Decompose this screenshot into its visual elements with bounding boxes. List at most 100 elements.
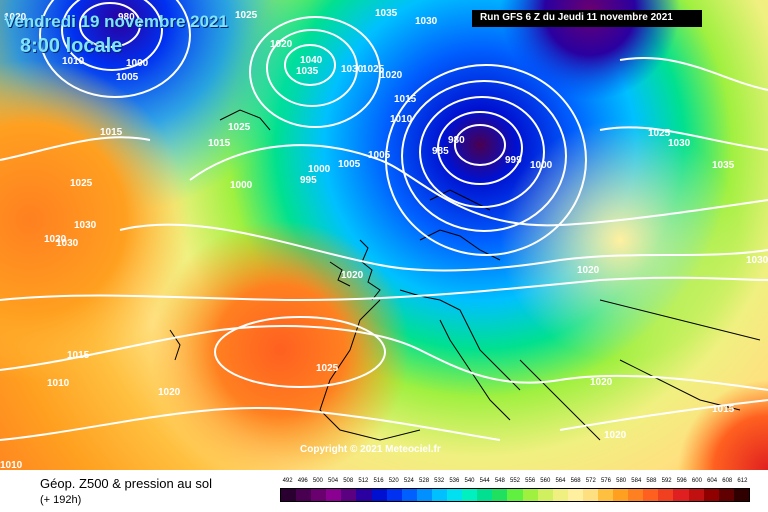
legend-tick-label: 576 <box>600 478 611 484</box>
legend-tick-label: 516 <box>373 478 384 484</box>
legend-tick-label: 592 <box>661 478 672 484</box>
pressure-label: 1020 <box>158 387 181 398</box>
legend-swatch <box>613 489 629 501</box>
legend-tick-label: 528 <box>419 478 430 484</box>
pressure-label: 1040 <box>300 55 323 66</box>
pressure-label: 999 <box>505 155 522 166</box>
pressure-label: 1015 <box>712 404 735 415</box>
legend-swatch <box>522 489 538 501</box>
pressure-label: 1025 <box>362 64 385 75</box>
pressure-label: 1010 <box>47 378 70 389</box>
pressure-label: 995 <box>300 175 317 186</box>
legend-tick-label: 572 <box>585 478 596 484</box>
pressure-label: 1030 <box>746 255 768 266</box>
legend-ticks: 492 496 500 504 508 512 516 520 524 528 532 536 540 5… <box>280 478 750 488</box>
legend-tick-label: 512 <box>358 478 369 484</box>
pressure-label: 1000 <box>530 160 553 171</box>
legend-tick-label: 520 <box>388 478 399 484</box>
legend-swatch <box>386 489 402 501</box>
pressure-label: 1025 <box>648 128 671 139</box>
pressure-label: 1025 <box>316 363 339 374</box>
pressure-label: 1030 <box>415 16 438 27</box>
pressure-label: 1020 <box>4 12 27 23</box>
pressure-label: 985 <box>432 146 449 157</box>
pressure-label: 1005 <box>116 72 139 83</box>
legend-swatch <box>643 489 659 501</box>
pressure-label: 1025 <box>235 10 258 21</box>
pressure-label: 1010 <box>390 114 413 125</box>
legend-swatch <box>356 489 372 501</box>
pressure-label: 1030 <box>341 64 364 75</box>
legend-tick-label: 548 <box>494 478 505 484</box>
pressure-label: 1020 <box>270 39 293 50</box>
pressure-label: 1015 <box>394 94 417 105</box>
legend-tick-label: 612 <box>737 478 748 484</box>
legend-swatch <box>733 489 749 501</box>
pressure-label: 1020 <box>44 234 67 245</box>
pressure-label: 1025 <box>70 178 93 189</box>
legend-swatch <box>371 489 387 501</box>
pressure-label: 1030 <box>74 220 97 231</box>
pressure-label: 1020 <box>577 265 600 276</box>
legend-swatch <box>416 489 432 501</box>
pressure-labels: 1020 980 1025 1035 1030 1010 1000 1005 1… <box>0 8 768 470</box>
run-banner <box>472 10 702 27</box>
legend-tick-label: 544 <box>479 478 490 484</box>
legend-swatch <box>628 489 644 501</box>
legend-swatch <box>582 489 598 501</box>
legend-tick-label: 532 <box>434 478 445 484</box>
pressure-label: 1015 <box>67 350 90 361</box>
legend-tick-label: 596 <box>676 478 687 484</box>
pressure-label: 1000 <box>230 180 253 191</box>
legend-swatch <box>567 489 583 501</box>
legend-swatch <box>703 489 719 501</box>
legend-swatch <box>718 489 734 501</box>
legend-tick-label: 564 <box>555 478 566 484</box>
legend-tick-label: 580 <box>616 478 627 484</box>
legend-swatch <box>341 489 357 501</box>
legend-tick-label: 500 <box>312 478 323 484</box>
pressure-label: 1000 <box>308 164 331 175</box>
legend-tick-label: 536 <box>449 478 460 484</box>
legend-tick-label: 584 <box>631 478 642 484</box>
valid-time: 8:00 locale <box>20 35 123 57</box>
pressure-label: 1015 <box>100 127 123 138</box>
legend-swatch <box>281 489 297 501</box>
legend-tick-label: 560 <box>540 478 551 484</box>
legend-swatch <box>658 489 674 501</box>
legend-bar <box>280 488 750 502</box>
pressure-label: 1010 <box>62 56 85 67</box>
legend-tick-label: 608 <box>722 478 733 484</box>
pressure-label: 1005 <box>338 159 361 170</box>
legend-swatch <box>326 489 342 501</box>
legend-tick-label: 524 <box>403 478 414 484</box>
pressure-label: 1020 <box>341 270 364 281</box>
pressure-label: 1030 <box>668 138 691 149</box>
pressure-label: 1035 <box>296 66 319 77</box>
pressure-label: 1020 <box>604 430 627 441</box>
legend-tick-label: 588 <box>646 478 657 484</box>
legend-swatch <box>673 489 689 501</box>
pressure-label: 1020 <box>590 377 613 388</box>
legend-tick-label: 568 <box>570 478 581 484</box>
isobars <box>0 0 768 440</box>
legend-tick-label: 600 <box>691 478 702 484</box>
legend-swatch <box>477 489 493 501</box>
legend-swatch <box>462 489 478 501</box>
legend-tick-label: 504 <box>328 478 339 484</box>
legend-swatch <box>447 489 463 501</box>
legend-tick-label: 604 <box>707 478 718 484</box>
legend-tick-label: 556 <box>525 478 536 484</box>
legend-swatch <box>688 489 704 501</box>
footer: Géop. Z500 & pression au sol (+ 192h) 49… <box>0 470 768 512</box>
legend-tick-label: 508 <box>343 478 354 484</box>
legend-tick-label: 552 <box>509 478 521 484</box>
run-label: Run GFS 6 Z du Jeudi 11 novembre 2021 <box>480 12 673 23</box>
pressure-label: 1035 <box>712 160 735 171</box>
legend-tick-label: 540 <box>464 478 475 484</box>
pressure-label: 1025 <box>228 122 251 133</box>
lead-time: (+ 192h) <box>40 494 82 506</box>
copyright: Copyright © 2021 Meteociel.fr <box>300 444 441 455</box>
legend-swatch <box>597 489 614 501</box>
pressure-label: 980 <box>448 135 465 146</box>
